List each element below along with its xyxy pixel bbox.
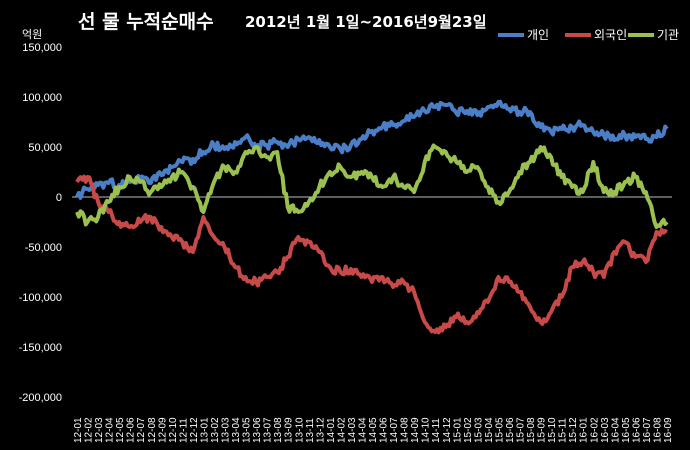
x-tick-label: 15-08 <box>526 417 537 443</box>
y-axis: 150,000 100,000 50,000 0 -50,000 -100,000 -150… <box>19 42 62 404</box>
x-tick-label: 13-05 <box>242 417 253 443</box>
legend-label-foreign: 외국인 <box>594 28 627 42</box>
x-tick-label: 13-11 <box>305 418 316 443</box>
x-tick-label: 15-04 <box>484 417 495 443</box>
x-tick-label: 15-12 <box>568 417 579 443</box>
x-tick-label: 12-08 <box>147 417 158 443</box>
series-line-institution <box>75 143 669 229</box>
y-tick-label: -100,000 <box>19 292 62 304</box>
x-tick-label: 14-12 <box>442 417 453 443</box>
x-tick-label: 15-03 <box>473 417 484 443</box>
x-tick-label: 14-09 <box>410 417 421 443</box>
x-tick-label: 14-07 <box>389 417 400 443</box>
x-tick-label: 16-05 <box>621 417 632 443</box>
y-axis-unit: 억원 <box>22 28 42 41</box>
legend-label-institution: 기관 <box>657 28 679 42</box>
x-axis: 12-01 12-02 12-03 12-04 12-05 12-06 12-07 12-08… <box>73 417 674 443</box>
legend-label-individual: 개인 <box>527 28 549 42</box>
x-tick-label: 14-04 <box>357 417 368 443</box>
x-tick-label: 13-09 <box>284 417 295 443</box>
y-tick-label: -150,000 <box>19 342 62 354</box>
series-line-foreign <box>75 174 668 335</box>
x-tick-label: 16-03 <box>600 417 611 443</box>
chart-title: 선 물 누적순매수 <box>78 11 214 33</box>
x-tick-label: 15-11 <box>558 418 569 443</box>
x-tick-label: 12-05 <box>115 417 126 443</box>
x-tick-label: 13-03 <box>221 417 232 443</box>
x-tick-label: 15-06 <box>505 417 516 443</box>
x-tick-label: 12-12 <box>189 417 200 443</box>
x-tick-label: 12-09 <box>157 417 168 443</box>
x-tick-label: 13-01 <box>199 417 210 443</box>
x-tick-label: 13-10 <box>294 417 305 443</box>
y-tick-label: 0 <box>56 192 62 204</box>
x-tick-label: 13-08 <box>273 417 284 443</box>
y-tick-label: 50,000 <box>28 142 62 154</box>
y-tick-label: 100,000 <box>22 92 62 104</box>
x-tick-label: 12-11 <box>178 418 189 443</box>
x-tick-label: 15-05 <box>494 417 505 443</box>
x-tick-label: 12-03 <box>94 417 105 443</box>
x-tick-label: 16-08 <box>652 417 663 443</box>
x-tick-label: 14-03 <box>347 417 358 443</box>
x-tick-label: 13-12 <box>315 417 326 443</box>
series-line-individual <box>75 99 669 200</box>
plot-area <box>72 99 672 335</box>
x-tick-label: 14-02 <box>336 417 347 443</box>
x-tick-label: 16-07 <box>642 417 653 443</box>
x-tick-label: 15-02 <box>463 417 474 443</box>
x-tick-label: 13-04 <box>231 417 242 443</box>
x-tick-label: 13-02 <box>210 417 221 443</box>
x-tick-label: 14-08 <box>400 417 411 443</box>
x-tick-label: 14-01 <box>326 417 337 443</box>
y-tick-label: -50,000 <box>25 242 62 254</box>
x-tick-label: 12-10 <box>168 417 179 443</box>
x-tick-label: 13-07 <box>263 417 274 443</box>
x-tick-label: 14-11 <box>431 418 442 443</box>
x-tick-label: 12-02 <box>84 417 95 443</box>
y-tick-label: 150,000 <box>22 42 62 54</box>
x-tick-label: 16-09 <box>663 417 674 443</box>
x-tick-label: 14-06 <box>379 417 390 443</box>
chart-legend: 개인 외국인 기관 <box>498 28 679 42</box>
x-tick-label: 15-10 <box>547 417 558 443</box>
x-tick-label: 15-01 <box>452 417 463 443</box>
x-tick-label: 16-04 <box>610 417 621 443</box>
y-tick-label: -200,000 <box>19 392 62 404</box>
x-tick-label: 14-05 <box>368 417 379 443</box>
x-tick-label: 12-06 <box>126 417 137 443</box>
x-tick-label: 15-09 <box>537 417 548 443</box>
x-tick-label: 14-10 <box>421 417 432 443</box>
x-tick-label: 16-02 <box>589 417 600 443</box>
x-tick-label: 16-01 <box>579 417 590 443</box>
x-tick-label: 16-06 <box>631 417 642 443</box>
chart-subtitle: 2012년 1월 1일~2016년9월23일 <box>245 13 487 31</box>
x-tick-label: 12-07 <box>136 417 147 443</box>
x-tick-label: 13-06 <box>252 417 263 443</box>
x-tick-label: 15-07 <box>516 417 527 443</box>
x-tick-label: 12-04 <box>105 417 116 443</box>
x-tick-label: 12-01 <box>73 417 84 443</box>
